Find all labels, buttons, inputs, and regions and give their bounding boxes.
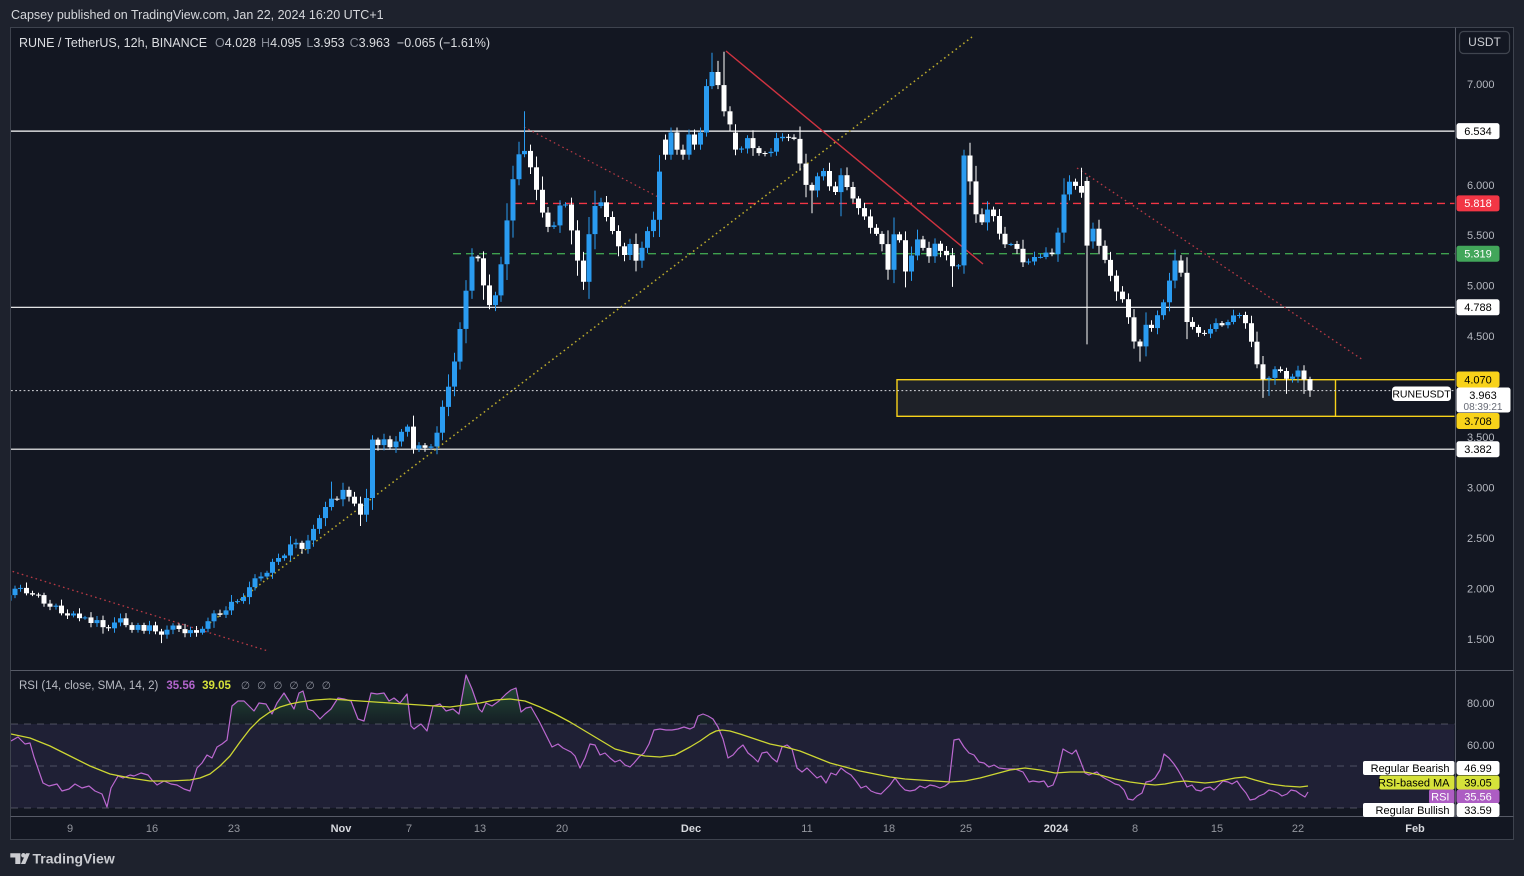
svg-text:23: 23	[228, 823, 240, 835]
svg-text:RUNEUSDT: RUNEUSDT	[1392, 388, 1451, 400]
svg-text:5.319: 5.319	[1464, 249, 1492, 261]
svg-text:Nov: Nov	[331, 823, 353, 835]
svg-text:80.00: 80.00	[1467, 698, 1495, 710]
svg-text:5.818: 5.818	[1464, 198, 1492, 210]
svg-text:RSI: RSI	[1431, 791, 1449, 803]
svg-text:46.99: 46.99	[1464, 763, 1492, 775]
svg-text:Capsey published on TradingVie: Capsey published on TradingView.com, Jan…	[11, 8, 384, 22]
svg-text:35.56: 35.56	[1464, 791, 1492, 803]
svg-text:4.788: 4.788	[1464, 302, 1492, 314]
svg-text:8: 8	[1132, 823, 1138, 835]
svg-text:4.070: 4.070	[1464, 374, 1492, 386]
svg-text:5.500: 5.500	[1467, 230, 1495, 242]
svg-text:3.500: 3.500	[1467, 432, 1495, 444]
svg-text:Regular Bearish: Regular Bearish	[1371, 763, 1450, 775]
svg-text:2.000: 2.000	[1467, 583, 1495, 595]
svg-text:39.05: 39.05	[1464, 777, 1492, 789]
svg-text:20: 20	[556, 823, 568, 835]
svg-text:18: 18	[883, 823, 895, 835]
svg-text:5.000: 5.000	[1467, 281, 1495, 293]
svg-text:RSI-based MA: RSI-based MA	[1378, 777, 1450, 789]
svg-text:9: 9	[67, 823, 73, 835]
svg-text:2024: 2024	[1044, 823, 1069, 835]
svg-text:USDT: USDT	[1468, 35, 1501, 49]
svg-text:60.00: 60.00	[1467, 740, 1495, 752]
svg-text:3.708: 3.708	[1464, 416, 1492, 428]
svg-text:TradingView: TradingView	[33, 851, 115, 867]
svg-text:15: 15	[1211, 823, 1223, 835]
svg-text:6.000: 6.000	[1467, 180, 1495, 192]
svg-text:3.963: 3.963	[1469, 390, 1497, 402]
svg-text:7.000: 7.000	[1467, 79, 1495, 91]
svg-text:16: 16	[146, 823, 158, 835]
svg-text:22: 22	[1292, 823, 1304, 835]
svg-text:08:39:21: 08:39:21	[1464, 402, 1503, 413]
svg-text:25: 25	[960, 823, 972, 835]
svg-text:4.500: 4.500	[1467, 331, 1495, 343]
svg-text:3.000: 3.000	[1467, 483, 1495, 495]
svg-text:Feb: Feb	[1405, 823, 1425, 835]
svg-text:2.500: 2.500	[1467, 533, 1495, 545]
svg-text:11: 11	[801, 823, 812, 835]
svg-text:Dec: Dec	[681, 823, 701, 835]
svg-text:33.59: 33.59	[1464, 805, 1492, 817]
svg-text:7: 7	[406, 823, 412, 835]
svg-text:13: 13	[474, 823, 486, 835]
svg-text:1.500: 1.500	[1467, 634, 1495, 646]
svg-text:6.534: 6.534	[1464, 126, 1492, 138]
svg-text:Regular Bullish: Regular Bullish	[1376, 805, 1450, 817]
svg-text:3.382: 3.382	[1464, 444, 1492, 456]
